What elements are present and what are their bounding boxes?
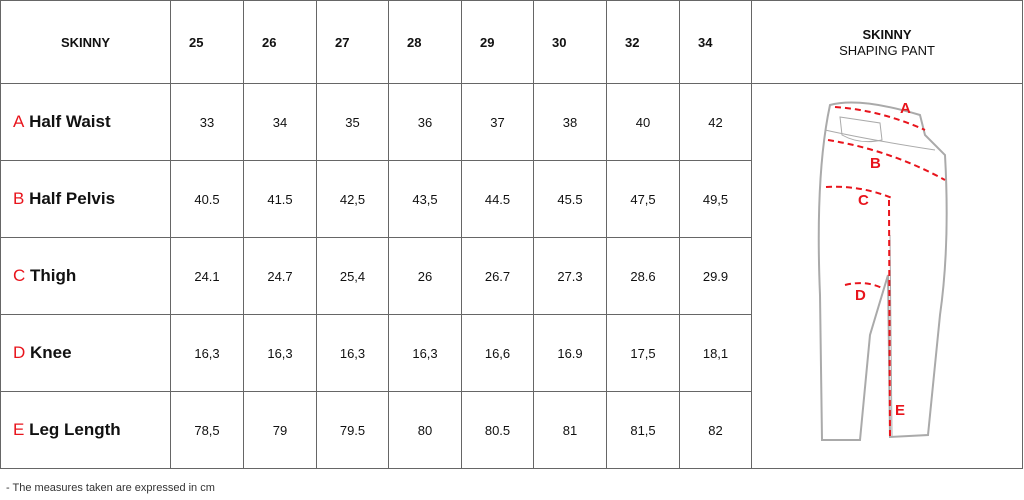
table-row: E Leg Length 78,5 79 79.5 80 80.5 81 81,5 82 xyxy=(0,391,1023,469)
measure-value: 40.5 xyxy=(170,160,244,238)
measure-value: 26 xyxy=(388,237,462,315)
measure-letter: B xyxy=(13,189,25,208)
size-header: 28 xyxy=(388,0,462,84)
table-row: C Thigh 24.1 24.7 25,4 26 26.7 27.3 28.6 29.9 xyxy=(0,237,1023,315)
measure-value: 25,4 xyxy=(316,237,389,315)
table-title: SKINNY xyxy=(0,0,171,84)
measure-value: 40 xyxy=(606,83,680,161)
measure-value: 80.5 xyxy=(461,391,534,469)
measure-value: 42 xyxy=(679,83,752,161)
measure-value: 28.6 xyxy=(606,237,680,315)
measure-name: Half Waist xyxy=(29,112,111,131)
product-title: SKINNY SHAPING PANT xyxy=(751,0,1023,84)
measure-value: 79.5 xyxy=(316,391,389,469)
measure-name: Leg Length xyxy=(29,420,121,439)
measure-label: D Knee xyxy=(0,314,171,392)
measure-value: 38 xyxy=(533,83,607,161)
measure-value: 16,3 xyxy=(243,314,317,392)
product-name: SKINNY xyxy=(862,27,912,42)
measure-name: Thigh xyxy=(30,266,77,285)
measurement-note: - The measures taken are expressed in cm xyxy=(6,482,215,494)
measure-lines xyxy=(825,106,946,441)
measure-value: 81,5 xyxy=(606,391,680,469)
measure-value: 16,3 xyxy=(316,314,389,392)
size-header: 32 xyxy=(606,0,680,84)
measure-value: 81 xyxy=(533,391,607,469)
measure-value: 16,3 xyxy=(388,314,462,392)
measure-value: 16.9 xyxy=(533,314,607,392)
measure-value: 44.5 xyxy=(461,160,534,238)
measure-value: 42,5 xyxy=(316,160,389,238)
measure-value: 80 xyxy=(388,391,462,469)
table-row: D Knee 16,3 16,3 16,3 16,3 16,6 16.9 17,5 18,1 xyxy=(0,314,1023,392)
header-row: SKINNY 25 26 27 28 29 30 32 34 SKINNY SH… xyxy=(0,0,1023,84)
measure-value: 16,6 xyxy=(461,314,534,392)
measure-value: 43,5 xyxy=(388,160,462,238)
measure-value: 18,1 xyxy=(679,314,752,392)
pants-sketch xyxy=(817,101,948,441)
product-subtitle: SHAPING PANT xyxy=(839,43,935,58)
measure-value: 27.3 xyxy=(533,237,607,315)
measure-name: Knee xyxy=(30,343,72,362)
measure-letter: E xyxy=(13,420,25,439)
measure-value: 35 xyxy=(316,83,389,161)
size-header: 26 xyxy=(243,0,317,84)
measure-value: 36 xyxy=(388,83,462,161)
measure-value: 41.5 xyxy=(243,160,317,238)
measure-letter: C xyxy=(13,266,26,285)
diagram-label-b: B xyxy=(870,155,881,172)
diagram-label-a: A xyxy=(900,100,911,117)
measure-letter: A xyxy=(13,112,25,131)
measure-value: 17,5 xyxy=(606,314,680,392)
measure-name: Half Pelvis xyxy=(29,189,116,208)
measure-value: 78,5 xyxy=(170,391,244,469)
measure-value: 29.9 xyxy=(679,237,752,315)
measure-value: 33 xyxy=(170,83,244,161)
size-table: SKINNY 25 26 27 28 29 30 32 34 SKINNY SH… xyxy=(0,0,1023,469)
measure-value: 79 xyxy=(243,391,317,469)
measure-label: B Half Pelvis xyxy=(0,160,171,238)
measure-value: 24.1 xyxy=(170,237,244,315)
size-header: 27 xyxy=(316,0,389,84)
measure-value: 16,3 xyxy=(170,314,244,392)
measure-value: 47,5 xyxy=(606,160,680,238)
measure-value: 37 xyxy=(461,83,534,161)
size-header: 29 xyxy=(461,0,534,84)
measure-value: 24.7 xyxy=(243,237,317,315)
measure-value: 82 xyxy=(679,391,752,469)
pants-diagram: A B C D E xyxy=(817,100,948,441)
measure-value: 34 xyxy=(243,83,317,161)
measure-label: A Half Waist xyxy=(0,83,171,161)
size-header: 34 xyxy=(679,0,752,84)
table-row: B Half Pelvis 40.5 41.5 42,5 43,5 44.5 45.5 47,… xyxy=(0,160,1023,238)
measure-value: 45.5 xyxy=(533,160,607,238)
measure-value: 49,5 xyxy=(679,160,752,238)
measure-label: C Thigh xyxy=(0,237,171,315)
measure-value: 26.7 xyxy=(461,237,534,315)
measure-label: E Leg Length xyxy=(0,391,171,469)
diagram-label-e: E xyxy=(895,402,905,419)
size-header: 30 xyxy=(533,0,607,84)
diagram-label-d: D xyxy=(855,287,866,304)
diagram-label-c: C xyxy=(858,192,869,209)
measure-letter: D xyxy=(13,343,26,362)
size-header: 25 xyxy=(170,0,244,84)
